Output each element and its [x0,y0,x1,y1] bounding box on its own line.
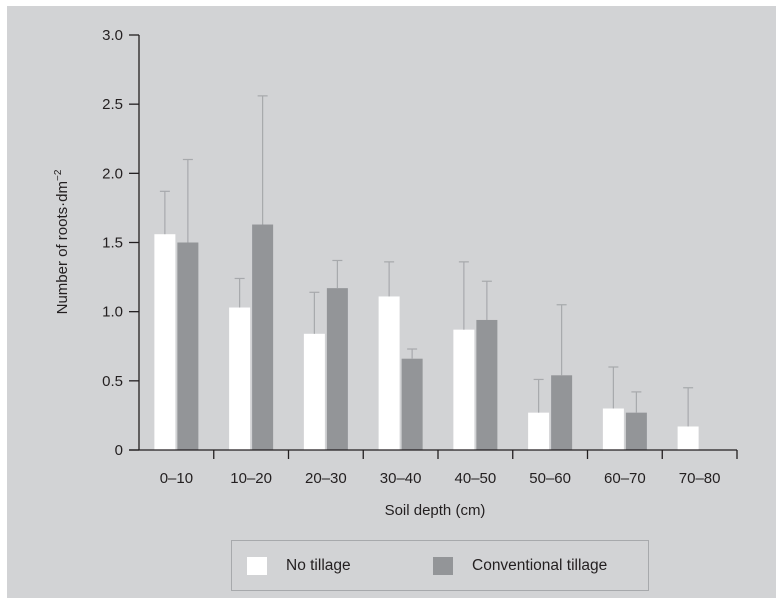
y-tick-label: 3.0 [102,27,123,44]
bar-no-tillage [303,333,325,450]
x-tick-label: 0–10 [160,470,193,487]
y-tick-label: 0.5 [102,373,123,390]
x-ticks: 0–10 10–20 20–30 30–40 40–50 50–60 60–70 70–80 [160,450,738,487]
bar-no-tillage [602,408,624,450]
x-tick-label: 30–40 [380,470,422,487]
bar-conventional-tillage [252,224,274,450]
bar-no-tillage [378,296,400,450]
bar-conventional-tillage [551,375,573,450]
axes-layer [129,35,737,451]
legend-item-conventional-tillage: Conventional tillage [433,541,607,590]
x-axis-title: Soil depth (cm) [385,502,486,519]
legend-swatch-no-tillage [247,556,267,575]
x-tick-label: 50–60 [529,470,571,487]
y-axis-title-main: Number of roots·dm [54,181,71,314]
x-tick-label: 60–70 [604,470,646,487]
legend-swatch-conventional-tillage [433,556,453,575]
bar-conventional-tillage [326,288,348,450]
bar-conventional-tillage [177,242,199,450]
y-tick-label: 1.5 [102,235,123,252]
y-tick-label: 2.0 [102,165,123,182]
bar-conventional-tillage [401,358,423,450]
bar-conventional-tillage [625,412,647,450]
legend-label-no-tillage: No tillage [286,556,351,574]
legend: No tillage Conventional tillage [231,540,649,591]
legend-label-conventional-tillage: Conventional tillage [472,556,608,574]
x-tick-label: 10–20 [230,470,272,487]
bar-no-tillage [528,412,550,450]
bar-no-tillage [453,329,475,450]
x-tick-label: 20–30 [305,470,347,487]
y-ticks: 0 0.5 1.0 1.5 2.0 2.5 3.0 [102,27,139,459]
bar-no-tillage [154,234,176,450]
bar-conventional-tillage [476,319,498,450]
y-tick-label: 0 [115,442,123,459]
y-axis-title-superscript: −2 [53,169,64,181]
y-axis-title: Number of roots·dm−2 [53,169,71,314]
y-tick-label: 1.0 [102,304,123,321]
bars-layer [154,95,699,450]
bar-no-tillage [677,426,699,450]
x-tick-label: 40–50 [455,470,497,487]
legend-item-no-tillage: No tillage [247,541,351,590]
bar-no-tillage [229,307,251,450]
x-tick-label: 70–80 [679,470,721,487]
y-tick-label: 2.5 [102,96,123,113]
